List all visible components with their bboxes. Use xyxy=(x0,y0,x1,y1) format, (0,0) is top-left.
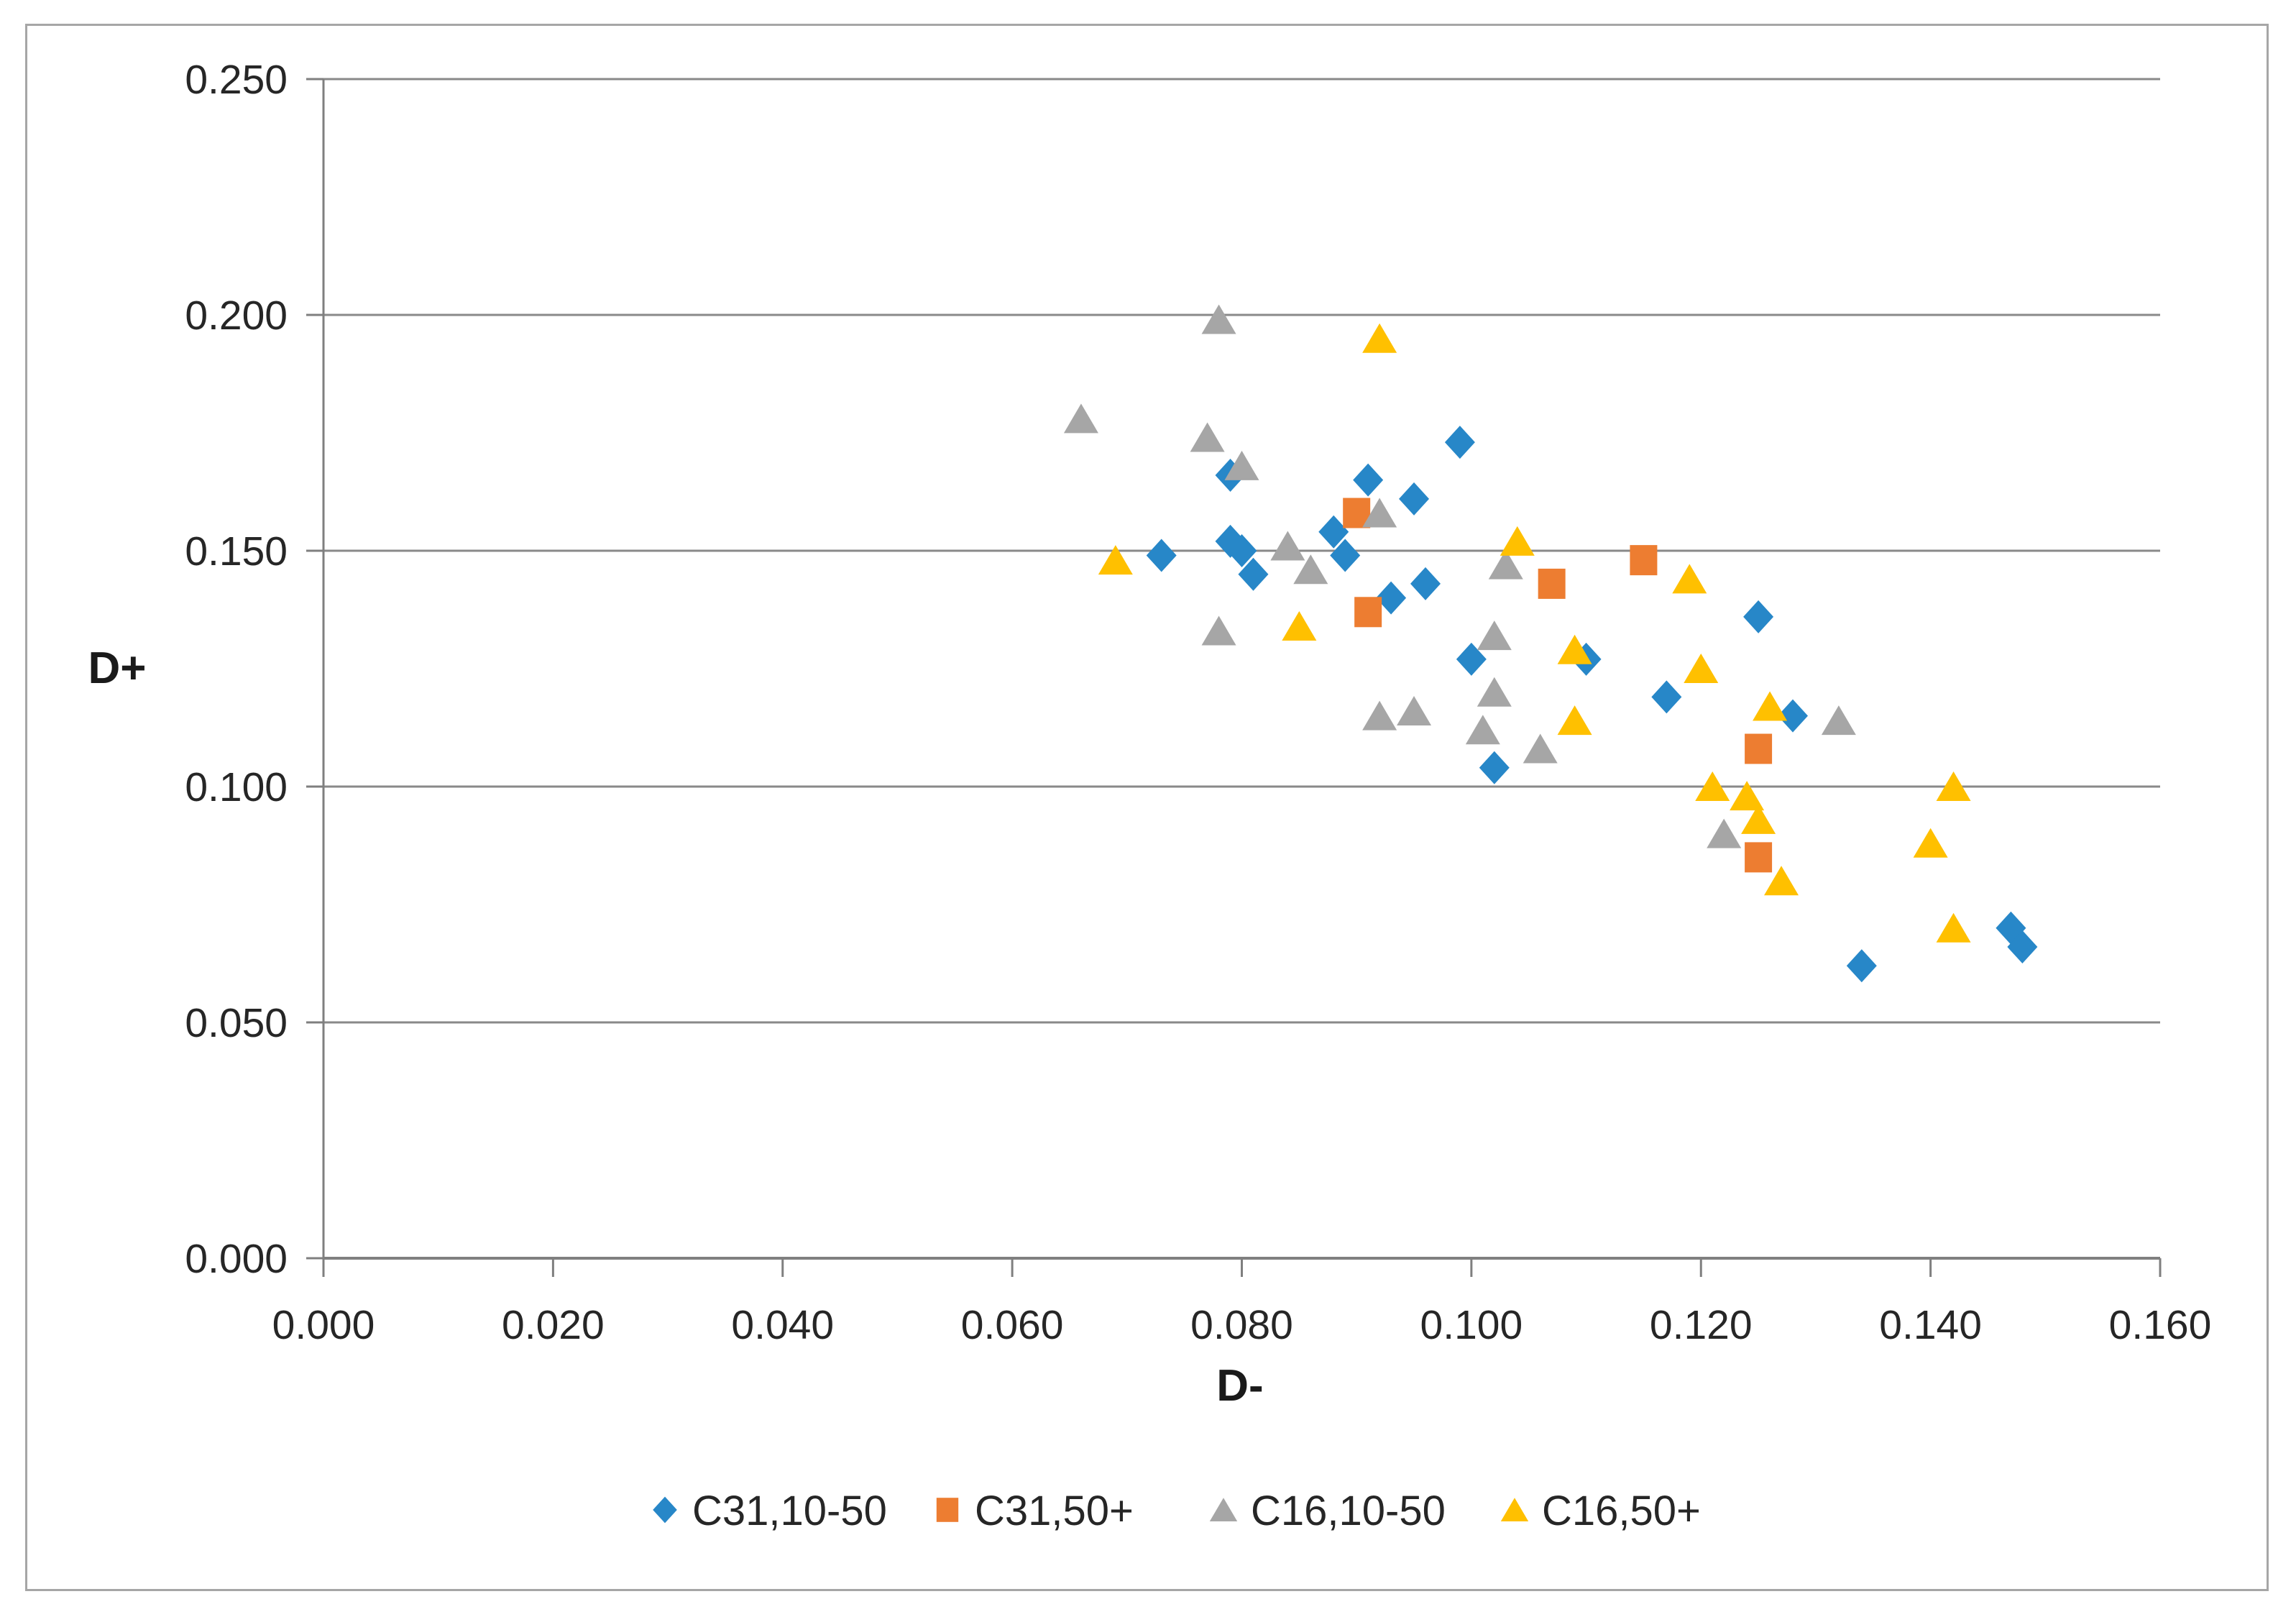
data-point-triangle xyxy=(1397,696,1432,726)
data-point-diamond xyxy=(1410,567,1441,600)
data-point-square xyxy=(1745,733,1773,764)
y-tick-label: 0.250 xyxy=(185,57,288,103)
data-point-triangle xyxy=(1695,771,1730,801)
data-point-triangle xyxy=(1500,526,1535,556)
data-point-triangle xyxy=(1764,866,1799,896)
data-point-diamond xyxy=(1778,699,1808,733)
data-point-diamond xyxy=(1846,949,1877,983)
data-point-diamond xyxy=(1456,642,1487,676)
data-point-diamond xyxy=(1743,600,1774,633)
data-point-triangle xyxy=(1730,781,1765,811)
data-point-square xyxy=(1538,568,1566,599)
data-point-diamond xyxy=(1353,463,1384,497)
data-point-triangle xyxy=(1209,1498,1238,1521)
data-point-diamond xyxy=(2007,930,2038,964)
y-tick-label: 0.200 xyxy=(185,293,288,339)
legend-item-C31-10-50: C31,10-50 xyxy=(653,1488,887,1534)
gridlines xyxy=(323,78,2160,1024)
data-point-triangle xyxy=(1201,304,1236,334)
x-tick-label: 0.000 xyxy=(272,1302,375,1348)
legend-label: C16,10-50 xyxy=(1251,1488,1446,1534)
x-tick-label: 0.140 xyxy=(1879,1302,1982,1348)
legend-item-C16-50-: C16,50+ xyxy=(1500,1488,1701,1534)
data-point-triangle xyxy=(1362,323,1397,353)
data-point-triangle xyxy=(1477,677,1512,707)
data-point-triangle xyxy=(1477,620,1512,651)
data-point-triangle xyxy=(1270,531,1305,561)
data-point-diamond xyxy=(1330,539,1361,572)
data-point-diamond xyxy=(1444,426,1475,459)
x-axis: 0.000 0.020 0.040 0.060 0.080 0.100 0.120 0.140… xyxy=(272,1257,2212,1348)
series-C16-50- xyxy=(1098,323,1971,943)
legend-item-C16-10-50: C16,10-50 xyxy=(1209,1488,1446,1534)
legend-item-C31-50-: C31,50+ xyxy=(936,1488,1134,1534)
data-point-triangle xyxy=(1201,615,1236,646)
data-point-triangle xyxy=(1465,715,1500,745)
data-point-triangle xyxy=(1684,654,1719,683)
series-C31-50- xyxy=(1343,498,1773,873)
legend: C31,10-50 C31,50+ C16,10-50 C16,50+ xyxy=(653,1488,1701,1534)
data-point-diamond xyxy=(1226,534,1257,567)
y-tick-label: 0.100 xyxy=(185,764,288,810)
data-point-triangle xyxy=(1821,705,1856,736)
data-point-triangle xyxy=(1936,912,1971,943)
data-point-diamond xyxy=(1146,539,1177,572)
data-point-diamond xyxy=(1399,482,1430,516)
y-axis: 0.000 0.050 0.100 0.150 0.200 0.250 xyxy=(185,57,325,1282)
x-tick-label: 0.080 xyxy=(1190,1302,1293,1348)
data-point-triangle xyxy=(1063,403,1098,434)
data-point-triangle xyxy=(1190,422,1225,452)
data-point-triangle xyxy=(1741,804,1776,834)
data-point-triangle xyxy=(1224,450,1259,480)
data-point-triangle xyxy=(1753,691,1788,721)
legend-label: C16,50+ xyxy=(1542,1488,1701,1534)
series-C16-10-50 xyxy=(1063,304,1856,848)
legend-label: C31,10-50 xyxy=(692,1488,887,1534)
data-point-triangle xyxy=(1293,554,1328,585)
y-tick-label: 0.000 xyxy=(185,1236,288,1282)
data-point-square xyxy=(1354,597,1382,628)
data-point-triangle xyxy=(1488,549,1523,580)
series-C31-10-50 xyxy=(1146,426,2038,983)
data-point-triangle xyxy=(1557,634,1592,664)
data-point-triangle xyxy=(1707,818,1742,848)
data-point-diamond xyxy=(1651,680,1682,714)
data-point-triangle xyxy=(1098,545,1133,575)
x-tick-label: 0.060 xyxy=(961,1302,1064,1348)
data-point-square xyxy=(936,1498,959,1522)
data-point-triangle xyxy=(1672,564,1707,594)
y-tick-label: 0.050 xyxy=(185,1000,288,1046)
data-point-triangle xyxy=(1913,828,1948,858)
x-tick-label: 0.160 xyxy=(2109,1302,2212,1348)
data-point-triangle xyxy=(1523,733,1558,764)
y-tick-label: 0.150 xyxy=(185,528,288,574)
x-tick-label: 0.120 xyxy=(1650,1302,1753,1348)
data-point-triangle xyxy=(1500,1498,1529,1521)
legend-label: C31,50+ xyxy=(975,1488,1134,1534)
data-point-triangle xyxy=(1557,705,1592,736)
y-axis-title: D+ xyxy=(88,643,147,693)
x-tick-label: 0.100 xyxy=(1420,1302,1523,1348)
data-point-triangle xyxy=(1936,771,1971,801)
data-point-triangle xyxy=(1362,498,1397,528)
data-point-diamond xyxy=(1318,515,1349,549)
data-point-triangle xyxy=(1362,700,1397,730)
x-tick-label: 0.040 xyxy=(731,1302,834,1348)
data-point-square xyxy=(1745,842,1773,873)
data-point-diamond xyxy=(1479,751,1510,784)
x-tick-label: 0.020 xyxy=(502,1302,605,1348)
x-axis-title: D- xyxy=(1216,1361,1263,1411)
data-point-square xyxy=(1630,545,1658,576)
data-point-diamond xyxy=(1238,557,1269,591)
data-point-triangle xyxy=(1282,610,1317,641)
data-point-diamond xyxy=(653,1496,677,1524)
data-point-diamond xyxy=(1376,581,1407,615)
chart-frame xyxy=(25,24,2269,1591)
